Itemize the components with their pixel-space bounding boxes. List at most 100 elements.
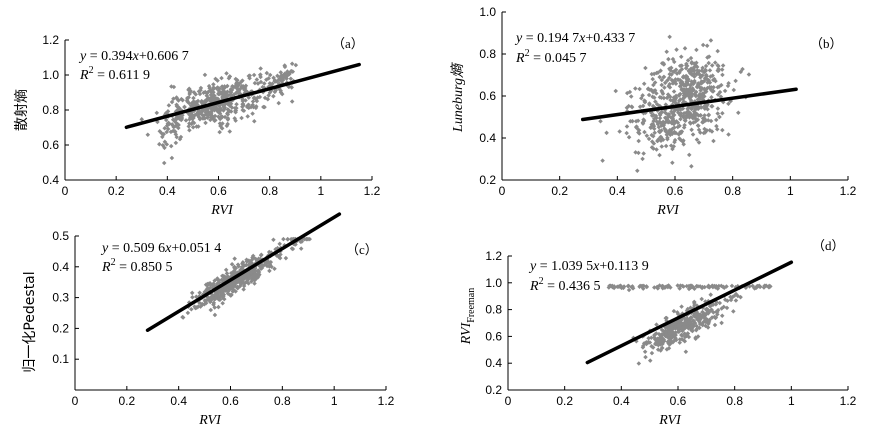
panel-a-data-point	[216, 114, 221, 120]
panel-a-data-point	[241, 103, 246, 108]
panel-a-data-point	[220, 114, 225, 120]
panel-a-data-point	[166, 103, 172, 108]
panel-b-data-point	[604, 130, 609, 136]
panel-d-r-squared: R2 = 0.436 5	[529, 276, 600, 294]
panel-c-data-point	[220, 301, 225, 306]
panel-a-data-point	[162, 125, 167, 131]
panel-c-ytick-label: 0.4	[52, 260, 69, 274]
panel-c-data-point	[285, 237, 290, 242]
panel-a-data-point	[145, 132, 151, 138]
panel-c-ytick-label: 0.1	[52, 352, 69, 366]
panel-a-data-point	[276, 100, 281, 106]
panel-d-ytick-label: 1.0	[485, 276, 502, 290]
panel-a-data-point	[271, 93, 276, 99]
panel-b-data-point	[719, 67, 725, 72]
panel-b-data-point	[715, 106, 721, 111]
panel-d-data-point	[649, 344, 654, 349]
panel-c-ytick-label: 0.3	[52, 291, 69, 305]
panel-d-data-point	[618, 283, 623, 289]
panel-b-r-squared: R2 = 0.045 7	[515, 48, 586, 66]
panel-b-data-point	[657, 115, 663, 121]
panel-c-data-point	[235, 262, 241, 267]
panel-d-data-point	[655, 286, 661, 291]
panel-d-data-point	[709, 315, 715, 320]
panel-c-equation: y = 0.509 6x+0.051 4	[100, 241, 221, 256]
panel-b-data-point	[720, 111, 725, 116]
panel-d-data-point	[658, 334, 664, 340]
panel-c-xtick-label: 1	[331, 394, 338, 408]
panel-d-data-point	[719, 313, 725, 319]
panel-d-equation: y = 1.039 5x+0.113 9	[528, 259, 649, 274]
panel-b-ytick-label: 1.0	[479, 5, 496, 19]
panel-a-data-point	[244, 104, 250, 110]
panel-b-data-point	[624, 124, 630, 129]
panel-c-data-point	[220, 273, 225, 279]
panel-d-data-point	[682, 331, 687, 336]
panel-d-data-point	[713, 302, 719, 307]
panel-b-data-point	[715, 48, 720, 54]
panel-c-data-point	[256, 270, 261, 276]
panel-c-data-point	[215, 281, 220, 286]
panel-c-data-point	[229, 292, 234, 298]
panel-d-data-point	[754, 284, 760, 289]
panel-d-data-point	[728, 297, 734, 303]
panel-d-data-point	[668, 285, 673, 290]
panel-c-data-point	[239, 266, 245, 271]
panel-a-data-point	[176, 125, 181, 131]
panel-d-data-point	[668, 338, 673, 343]
panel-c-data-point	[221, 294, 226, 299]
panel-a-data-point	[224, 123, 230, 129]
panel-a-data-point	[191, 95, 196, 101]
panel-b-xtick-label: 0.4	[609, 184, 626, 198]
panel-b-data-point	[711, 138, 716, 144]
panel-a-data-point	[264, 77, 269, 82]
panel-a-ytick-label: 0.8	[42, 103, 59, 117]
panel-a-r-squared: R2 = 0.611 9	[79, 65, 150, 83]
panel-a-data-point	[195, 102, 200, 107]
panel-a-equation: y = 0.394x+0.606 7	[78, 49, 189, 64]
panel-d-fit-line	[585, 260, 794, 365]
panel-a-data-point	[224, 71, 229, 76]
panel-c-r-squared: R2 = 0.850 5	[101, 257, 172, 275]
panel-d-data-point	[695, 284, 701, 289]
panel-d-data-point	[763, 283, 769, 289]
panel-d-points	[606, 283, 773, 366]
panel-a-data-point	[157, 141, 162, 147]
panel-b-data-point	[671, 89, 677, 94]
panel-a-data-point	[289, 61, 295, 66]
panel-d-ticks: 0 0.2 0.4 0.6 0.8 1 1.20.20.40.60.81.01.2	[485, 249, 856, 408]
panel-b-ytick-label: 0.4	[479, 131, 496, 145]
panel-d-data-point	[677, 337, 683, 342]
panel-a-data-point	[250, 111, 255, 116]
panel-b-data-point	[666, 56, 671, 62]
panel-d-data-point	[643, 354, 648, 360]
panel-b-data-point	[626, 134, 632, 140]
panel-a-data-point	[237, 81, 242, 86]
panel-a-data-point	[190, 99, 196, 105]
panel-d-data-point	[672, 324, 678, 330]
panel-d-ytick-label: 0.8	[485, 303, 502, 317]
panel-a-data-point	[251, 72, 257, 78]
panel-c-data-point	[222, 277, 228, 282]
panel-c-ticks: 0 0.2 0.4 0.6 0.8 1 1.2 0.1 0.2 0.3 0.4 0.5	[52, 229, 394, 408]
panel-c-data-point	[251, 277, 257, 282]
panel-c-data-point	[293, 242, 298, 247]
panel-b-data-point	[643, 65, 648, 71]
panel-d-data-point	[669, 334, 674, 339]
panel-b-data-point	[637, 86, 642, 92]
panel-c-data-point	[272, 266, 277, 271]
panel-a-xtick-label: 0.4	[159, 184, 176, 198]
panel-a-data-point	[186, 124, 192, 129]
panel-c-xtick-label: 1.2	[378, 394, 395, 408]
panel-c-data-point	[205, 286, 210, 291]
panel-b-data-point	[678, 54, 684, 59]
panel-a-ticks: 0 0.2 0.4 0.6 0.8 1 1.2 0.4 0.6 0.8 1.0 1.2	[42, 33, 380, 198]
panel-d-data-point	[682, 334, 688, 340]
panel-b-data-point	[624, 130, 629, 136]
panel-a-data-point	[139, 117, 145, 122]
panel-d-data-point	[705, 308, 710, 313]
panel-b-data-point	[635, 168, 640, 173]
panel-d-xtick-label: 0.4	[613, 394, 630, 408]
panel-d-data-point	[689, 283, 695, 289]
panel-d-data-point	[690, 328, 695, 334]
